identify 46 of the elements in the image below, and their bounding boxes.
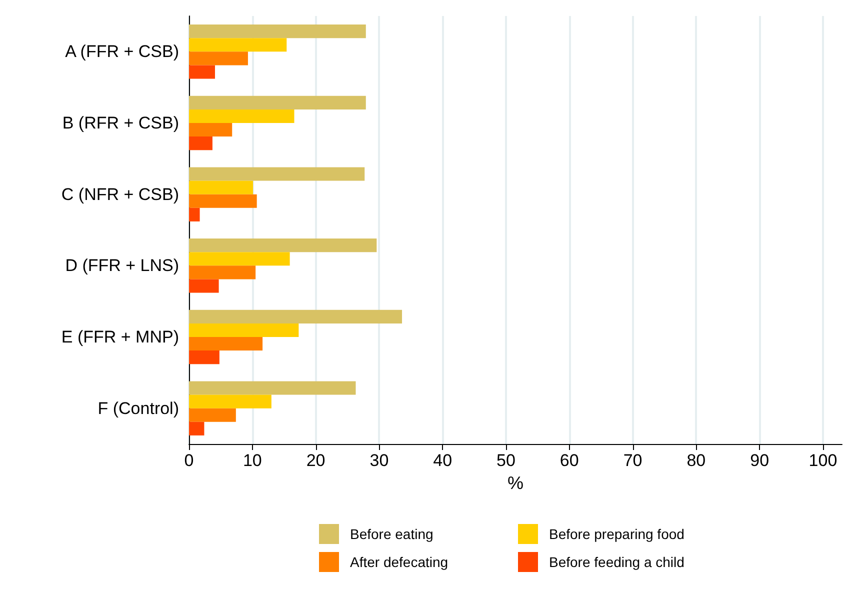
x-tick-label: 20 <box>306 451 326 470</box>
bar <box>189 96 366 110</box>
x-tick-label: 50 <box>496 451 516 470</box>
y-tick-label: A (FFR + CSB) <box>65 42 179 62</box>
bar <box>189 323 299 337</box>
bar <box>189 167 365 181</box>
legend-label: Before feeding a child <box>549 554 684 570</box>
bar <box>189 394 272 408</box>
bar <box>189 123 232 137</box>
y-tick-label: F (Control) <box>98 398 179 418</box>
y-tick-label: E (FFR + MNP) <box>61 328 179 346</box>
bar <box>189 266 256 280</box>
bar <box>189 252 290 266</box>
bar <box>189 238 377 252</box>
bar <box>189 279 219 293</box>
x-tick-label: 90 <box>750 451 770 470</box>
y-tick-label: D (FFR + LNS) <box>65 256 179 276</box>
bar <box>189 381 356 395</box>
bar <box>189 208 200 222</box>
bar <box>189 24 366 38</box>
bar <box>189 38 287 52</box>
bar <box>189 422 204 436</box>
y-tick-label: C (NFR + CSB) <box>61 184 179 204</box>
bar <box>189 194 257 208</box>
y-tick-label: B (RFR + CSB) <box>62 114 179 132</box>
x-tick-label: 40 <box>433 451 452 470</box>
x-tick-label: 10 <box>242 451 262 470</box>
legend-label: After defecating <box>350 554 448 570</box>
x-tick-label: 100 <box>808 451 838 470</box>
legend-label: Before eating <box>350 526 434 542</box>
legend-label: Before preparing food <box>549 526 684 542</box>
bar <box>189 310 402 324</box>
x-tick-label: 60 <box>560 451 579 470</box>
bar <box>189 408 236 422</box>
x-tick-label: 0 <box>184 451 194 470</box>
x-axis-title: % <box>507 472 524 493</box>
bar <box>189 109 294 123</box>
x-tick-label: 80 <box>686 451 706 470</box>
bar <box>189 136 212 150</box>
x-tick-label: 70 <box>623 451 642 470</box>
bar <box>189 350 220 364</box>
x-tick-label: 30 <box>370 451 389 470</box>
bar <box>189 65 215 79</box>
bar <box>189 180 254 194</box>
bar <box>189 337 263 351</box>
bar <box>189 52 248 66</box>
